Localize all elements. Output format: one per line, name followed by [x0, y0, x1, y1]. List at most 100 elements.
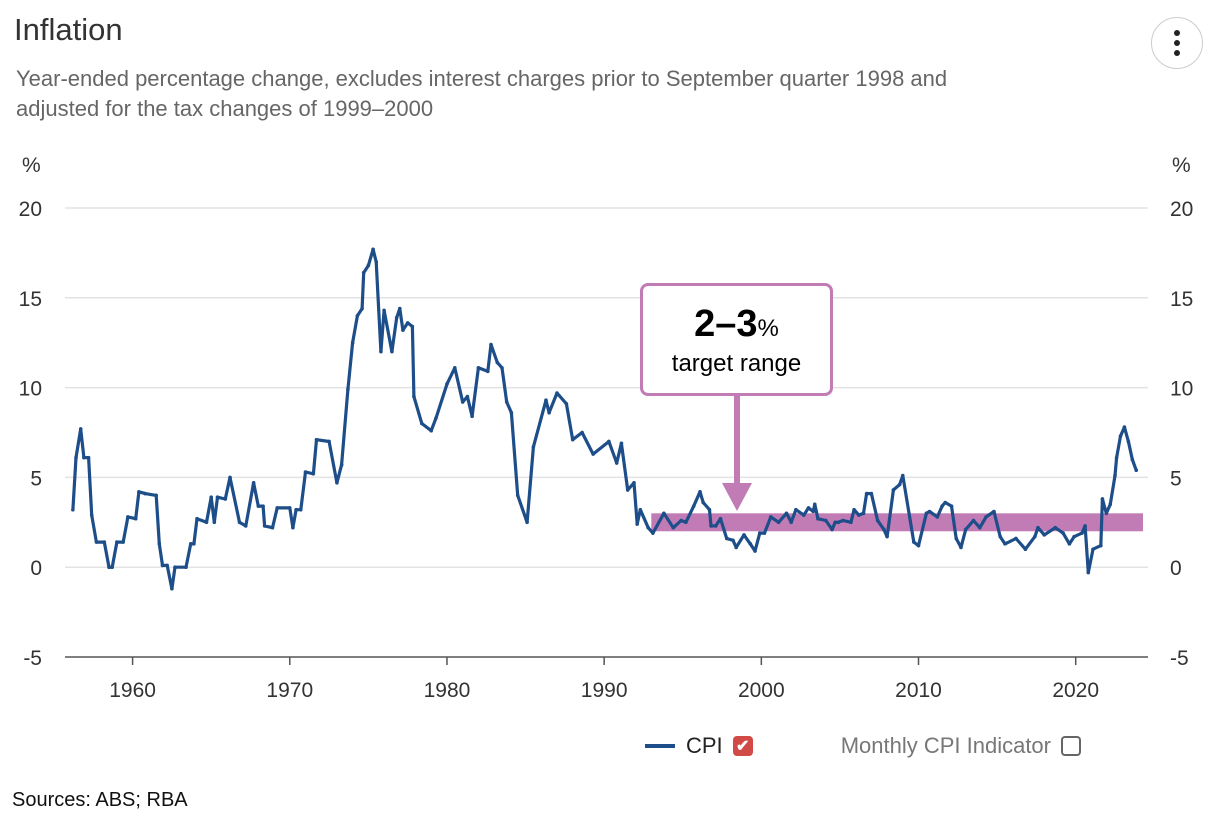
cpi-data-point — [856, 513, 861, 517]
y-tick-label-right: 15 — [1170, 288, 1193, 311]
cpi-data-point — [204, 520, 209, 525]
cpi-data-point — [504, 400, 509, 404]
cpi-data-point — [160, 563, 165, 568]
y-tick-label-left: 0 — [30, 557, 42, 580]
cpi-data-point — [525, 520, 529, 525]
x-tick-label: 1970 — [266, 679, 313, 702]
cpi-data-point — [570, 437, 575, 442]
cpi-data-point — [816, 516, 820, 521]
cpi-data-point — [366, 263, 371, 268]
cpi-data-point — [115, 540, 119, 544]
cpi-data-point — [287, 506, 292, 510]
cpi-data-point — [625, 488, 630, 492]
y-tick-label-left: 5 — [30, 467, 42, 490]
cpi-data-point — [1067, 542, 1072, 546]
cpi-data-point — [632, 480, 636, 485]
cpi-data-point — [1042, 533, 1047, 537]
cpi-data-point — [346, 387, 350, 392]
cpi-data-point — [1080, 531, 1084, 535]
cpi-data-point — [784, 511, 789, 516]
cpi-data-point — [869, 491, 874, 496]
cpi-checkbox[interactable]: ✔ — [732, 736, 753, 756]
cpi-data-point — [900, 473, 905, 478]
cpi-data-point — [635, 522, 639, 526]
cpi-data-point — [619, 441, 624, 446]
cpi-data-point — [405, 321, 410, 325]
cpi-data-point — [776, 520, 781, 525]
chart-menu-button[interactable] — [1151, 17, 1203, 69]
cpi-data-point — [671, 525, 676, 530]
cpi-data-point — [998, 534, 1003, 539]
cpi-data-point — [195, 516, 199, 521]
vertical-ellipsis-icon — [1174, 30, 1180, 36]
cpi-data-point — [646, 525, 650, 530]
cpi-data-point — [984, 515, 988, 519]
y-tick-label-left: 10 — [19, 378, 42, 401]
chart-subtitle: Year-ended percentage change, excludes i… — [16, 66, 948, 121]
y-tick-label-right: 20 — [1170, 198, 1193, 221]
cpi-data-point — [374, 260, 379, 264]
cpi-data-point — [212, 520, 217, 525]
target-range-value: 2–3 — [694, 303, 758, 345]
cpi-data-point — [110, 565, 114, 569]
cpi-data-point — [215, 495, 220, 499]
cpi-data-point — [339, 463, 344, 467]
cpi-data-point — [509, 410, 514, 415]
cpi-data-point — [298, 507, 303, 512]
cpi-data-point — [591, 452, 595, 456]
cpi-data-point — [531, 445, 536, 449]
cpi-data-point — [335, 480, 339, 485]
y-tick-label-left: -5 — [23, 647, 42, 670]
cpi-data-point — [78, 427, 83, 431]
cpi-data-point — [849, 520, 853, 525]
cpi-data-point — [270, 525, 275, 530]
cpi-data-point — [256, 504, 261, 508]
cpi-data-point — [830, 527, 834, 532]
cpi-data-point — [701, 500, 705, 505]
cpi-data-point — [188, 542, 193, 546]
cpi-data-point — [731, 538, 735, 543]
chart-title: Inflation — [14, 12, 123, 47]
x-tick-label: 2020 — [1052, 679, 1099, 702]
annotation-arrow-head — [722, 483, 752, 511]
cpi-data-point — [133, 516, 138, 521]
cpi-data-point — [638, 507, 643, 512]
cpi-data-point — [291, 525, 295, 530]
cpi-data-point — [662, 511, 666, 516]
cpi-data-point — [806, 506, 811, 510]
x-tick-label: 2010 — [895, 679, 942, 702]
cpi-data-point — [223, 497, 228, 501]
cpi-data-point — [360, 306, 364, 311]
legend-monthly-cpi-label[interactable]: Monthly CPI Indicator — [840, 733, 1051, 758]
cpi-data-point — [126, 515, 130, 519]
target-range-annotation: 2–3% target range — [640, 283, 833, 396]
y-tick-label-right: 10 — [1170, 378, 1193, 401]
cpi-data-point — [86, 455, 91, 460]
cpi-data-point — [460, 400, 465, 404]
legend: CPI ✔ Monthly CPI Indicator — [645, 731, 1081, 761]
cpi-data-point — [371, 247, 375, 252]
cpi-data-point — [762, 531, 767, 535]
cpi-data-point — [157, 542, 162, 546]
cpi-data-point — [935, 515, 940, 519]
cpi-data-point — [927, 509, 932, 514]
cpi-data-point — [547, 410, 551, 415]
cpi-data-point — [794, 507, 798, 512]
cpi-data-point — [789, 520, 793, 525]
cpi-data-point — [897, 482, 902, 487]
cpi-data-point — [861, 511, 866, 516]
cpi-data-point — [823, 518, 828, 523]
cpi-data-point — [954, 536, 959, 541]
cpi-data-point — [801, 513, 806, 517]
cpi-data-point — [833, 520, 838, 525]
monthly-cpi-checkbox[interactable] — [1061, 736, 1081, 756]
cpi-data-point — [94, 540, 99, 544]
cpi-data-point — [453, 366, 457, 370]
cpi-data-point — [237, 520, 242, 525]
cpi-data-point — [173, 565, 177, 569]
cpi-data-point — [841, 518, 845, 523]
y-tick-label-right: -5 — [1170, 647, 1189, 670]
cpi-data-point — [757, 531, 762, 535]
cpi-data-point — [1003, 542, 1007, 546]
